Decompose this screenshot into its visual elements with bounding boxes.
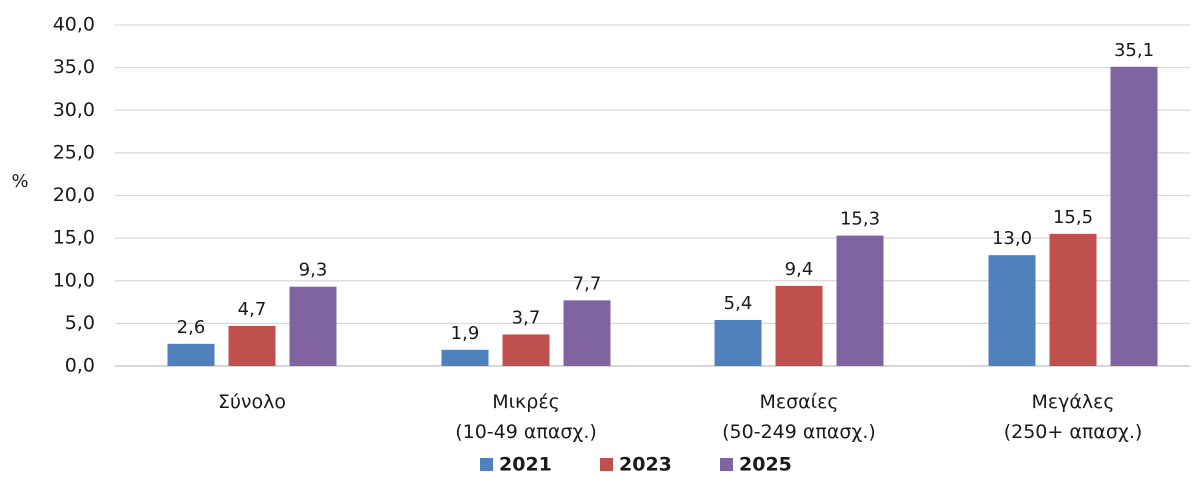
y-tick-label: 40,0	[53, 14, 95, 36]
y-tick-label: 15,0	[53, 227, 95, 249]
y-tick-label: 30,0	[53, 99, 95, 121]
category-label: Σύνολο	[218, 391, 286, 413]
bar-2025	[289, 286, 337, 366]
legend-swatch-2025	[720, 458, 733, 471]
data-label: 3,7	[512, 307, 541, 328]
bar-2021	[988, 255, 1036, 366]
data-label: 1,9	[451, 323, 480, 344]
y-axis-tick-labels: 0,0 5,0 10,0 15,0 20,0 25,0 30,0 35,0 40,0	[53, 14, 95, 377]
data-label: 5,4	[724, 293, 753, 314]
data-label: 4,7	[238, 299, 267, 320]
data-label: 15,5	[1053, 207, 1093, 228]
category-label: Μεγάλες	[1031, 391, 1114, 413]
y-tick-label: 5,0	[65, 312, 95, 334]
data-labels: 2,6 1,9 5,4 13,0 4,7 3,7 9,4 15,5 9,3 7,7 15,3 35,1	[177, 40, 1154, 344]
category-label: Μικρές	[492, 391, 560, 413]
y-tick-label: 10,0	[53, 269, 95, 291]
data-label: 9,4	[785, 259, 814, 280]
bar-2021	[167, 343, 215, 366]
bar-2023	[775, 285, 823, 366]
data-label: 2,6	[177, 317, 206, 338]
y-tick-label: 35,0	[53, 56, 95, 78]
bar-2021	[441, 349, 489, 366]
legend-label: 2021	[499, 454, 552, 476]
bars	[167, 66, 1158, 367]
legend-swatch-2021	[480, 458, 493, 471]
data-label: 15,3	[840, 209, 880, 230]
legend: 2021 2023 2025	[480, 454, 792, 476]
bar-2025	[1110, 66, 1158, 367]
category-label: (50-249 απασχ.)	[722, 421, 876, 443]
data-label: 13,0	[992, 228, 1032, 249]
category-label: (10-49 απασχ.)	[455, 421, 597, 443]
category-label: Μεσαίες	[759, 391, 838, 413]
bar-2025	[836, 235, 884, 366]
bar-2023	[228, 325, 276, 366]
legend-swatch-2023	[600, 458, 613, 471]
data-label: 35,1	[1114, 40, 1154, 61]
data-label: 9,3	[299, 260, 328, 281]
y-axis-label: %	[11, 171, 28, 192]
data-label: 7,7	[573, 273, 602, 294]
x-axis-category-labels: Σύνολο Μικρές (10-49 απασχ.) Μεσαίες (50-249…	[218, 391, 1142, 443]
y-tick-label: 25,0	[53, 141, 95, 163]
bar-2023	[1049, 233, 1097, 366]
bar-2021	[714, 319, 762, 366]
bar-2023	[502, 334, 550, 366]
bar-2025	[563, 300, 611, 366]
legend-label: 2023	[619, 454, 672, 476]
y-tick-label: 20,0	[53, 184, 95, 206]
category-label: (250+ απασχ.)	[1004, 421, 1143, 443]
y-tick-label: 0,0	[65, 355, 95, 377]
legend-label: 2025	[739, 454, 792, 476]
